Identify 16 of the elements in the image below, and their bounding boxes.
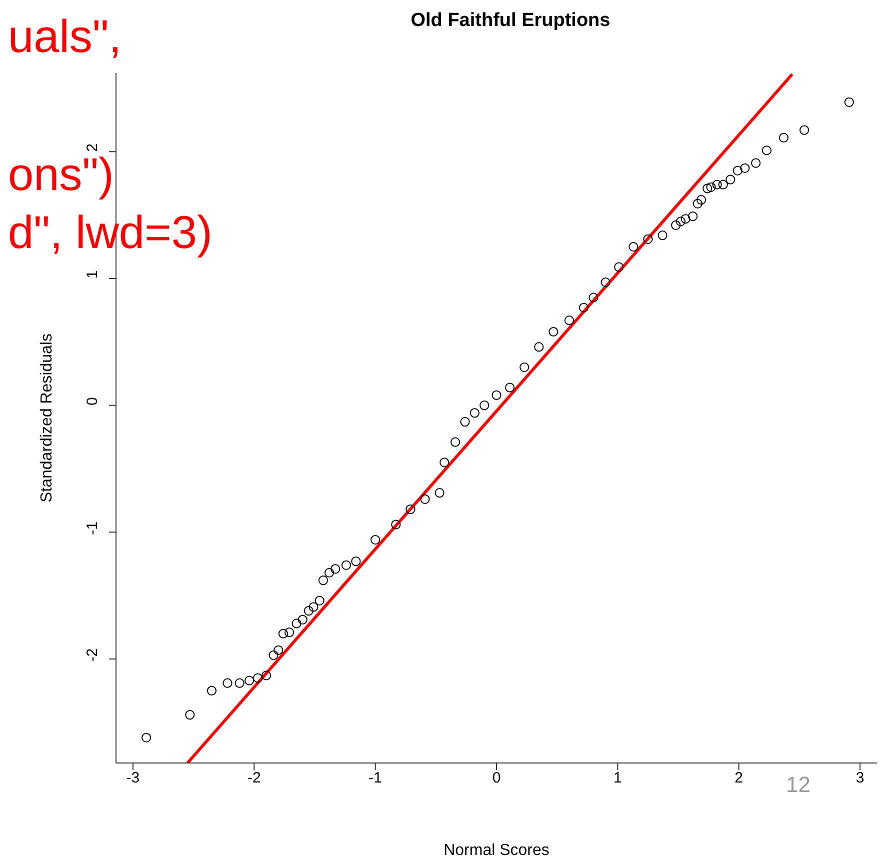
x-tick-label: -3 (126, 770, 140, 787)
text: 12 (786, 772, 810, 798)
y-tick-label: -2 (84, 648, 101, 662)
x-tick-label: -2 (247, 770, 261, 787)
y-tick-label: 1 (84, 270, 101, 279)
x-tick-label: 0 (492, 770, 501, 787)
y-tick-label: 0 (84, 397, 101, 406)
x-tick-label: 3 (856, 770, 864, 787)
y-axis-title: Standardized Residuals (38, 334, 56, 502)
x-tick-label: 2 (734, 770, 744, 787)
x-axis-title: Normal Scores (444, 842, 550, 859)
x-tick-label: 1 (614, 770, 622, 787)
text: uals", (8, 10, 122, 63)
x-tick-label: -1 (368, 770, 382, 787)
chart-title: Old Faithful Eruptions (410, 10, 612, 32)
y-tick-label: -1 (84, 521, 101, 535)
